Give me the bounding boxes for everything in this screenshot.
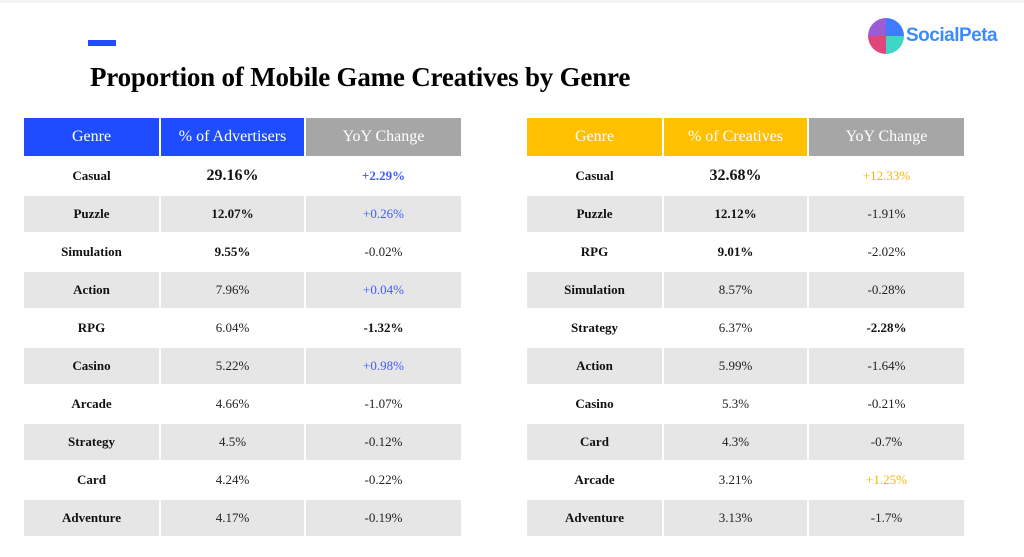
value-cell: 3.21% [718, 472, 753, 487]
table-row: Simulation 9.55% -0.02% [24, 234, 461, 270]
genre-cell: Arcade [71, 396, 112, 411]
header-percent-advertisers: % of Advertisers [161, 118, 304, 156]
top-border [0, 0, 1024, 3]
table-row: Adventure 4.17% -0.19% [24, 500, 461, 536]
header-percent-creatives: % of Creatives [664, 118, 807, 156]
value-cell: 32.68% [709, 167, 762, 184]
table-row: RPG 6.04% -1.32% [24, 310, 461, 346]
header-yoy-change: YoY Change [809, 118, 964, 156]
value-cell: 5.99% [664, 348, 807, 384]
value-cell: 7.96% [161, 272, 304, 308]
logo-icon [868, 18, 904, 54]
genre-cell: Card [527, 424, 662, 460]
advertisers-table: Genre % of Advertisers YoY Change Casual… [22, 116, 463, 538]
table-row: Arcade 4.66% -1.07% [24, 386, 461, 422]
genre-cell: Simulation [527, 272, 662, 308]
genre-cell: Simulation [61, 244, 122, 259]
yoy-cell: +12.33% [862, 168, 911, 183]
header-yoy-change: YoY Change [306, 118, 461, 156]
yoy-cell: -0.19% [306, 500, 461, 536]
yoy-cell: -1.7% [809, 500, 964, 536]
header-genre: Genre [527, 118, 662, 156]
genre-cell: Action [24, 272, 159, 308]
value-cell: 4.66% [215, 396, 250, 411]
value-cell: 6.37% [718, 320, 753, 335]
yoy-cell: -0.12% [306, 424, 461, 460]
value-cell: 4.24% [215, 472, 250, 487]
table-row: Action 7.96% +0.04% [24, 272, 461, 308]
title-accent-bar [88, 40, 116, 46]
yoy-cell: -0.7% [809, 424, 964, 460]
yoy-cell: +2.29% [361, 168, 406, 183]
table-row: Simulation 8.57% -0.28% [527, 272, 964, 308]
table-row: Puzzle 12.07% +0.26% [24, 196, 461, 232]
yoy-cell: +0.04% [306, 272, 461, 308]
value-cell: 4.5% [161, 424, 304, 460]
yoy-cell: +1.25% [866, 472, 907, 487]
value-cell: 9.01% [717, 244, 754, 259]
header-genre: Genre [24, 118, 159, 156]
table-row: Casino 5.22% +0.98% [24, 348, 461, 384]
value-cell: 12.12% [664, 196, 807, 232]
table-row: Action 5.99% -1.64% [527, 348, 964, 384]
genre-cell: RPG [77, 320, 106, 335]
yoy-cell: +0.26% [306, 196, 461, 232]
value-cell: 4.3% [664, 424, 807, 460]
genre-cell: Action [527, 348, 662, 384]
genre-cell: Puzzle [527, 196, 662, 232]
genre-cell: Puzzle [24, 196, 159, 232]
value-cell: 3.13% [664, 500, 807, 536]
yoy-cell: -1.07% [364, 396, 403, 411]
genre-cell: Strategy [571, 320, 618, 335]
genre-cell: Casual [575, 168, 614, 183]
genre-cell: Strategy [24, 424, 159, 460]
genre-cell: Casual [72, 168, 111, 183]
value-cell: 5.3% [721, 396, 750, 411]
yoy-cell: -0.28% [809, 272, 964, 308]
table-row: Adventure 3.13% -1.7% [527, 500, 964, 536]
table-row: Card 4.24% -0.22% [24, 462, 461, 498]
value-cell: 29.16% [206, 167, 259, 184]
yoy-cell: -0.22% [364, 472, 403, 487]
table-row: Casino 5.3% -0.21% [527, 386, 964, 422]
table-row: RPG 9.01% -2.02% [527, 234, 964, 270]
genre-cell: Card [77, 472, 106, 487]
yoy-cell: -1.32% [363, 320, 404, 335]
genre-cell: RPG [580, 244, 609, 259]
table-row: Strategy 4.5% -0.12% [24, 424, 461, 460]
yoy-cell: -2.02% [867, 244, 906, 259]
logo-text: SocialPeta [906, 25, 998, 46]
table-row: Arcade 3.21% +1.25% [527, 462, 964, 498]
yoy-cell: -0.21% [867, 396, 906, 411]
table-row: Casual 29.16% +2.29% [24, 158, 461, 194]
value-cell: 6.04% [215, 320, 250, 335]
yoy-cell: -1.64% [809, 348, 964, 384]
yoy-cell: +0.98% [306, 348, 461, 384]
value-cell: 8.57% [664, 272, 807, 308]
table-row: Puzzle 12.12% -1.91% [527, 196, 964, 232]
value-cell: 5.22% [161, 348, 304, 384]
genre-cell: Casino [575, 396, 614, 411]
page-title: Proportion of Mobile Game Creatives by G… [90, 62, 631, 92]
table-row: Casual 32.68% +12.33% [527, 158, 964, 194]
genre-cell: Arcade [574, 472, 615, 487]
yoy-cell: -1.91% [809, 196, 964, 232]
yoy-cell: -2.28% [866, 320, 907, 335]
yoy-cell: -0.02% [364, 244, 403, 259]
table-row: Strategy 6.37% -2.28% [527, 310, 964, 346]
socialpeta-logo: SocialPeta [868, 18, 998, 54]
value-cell: 9.55% [214, 244, 251, 259]
genre-cell: Adventure [24, 500, 159, 536]
value-cell: 4.17% [161, 500, 304, 536]
value-cell: 12.07% [161, 196, 304, 232]
table-row: Card 4.3% -0.7% [527, 424, 964, 460]
genre-cell: Casino [24, 348, 159, 384]
creatives-table: Genre % of Creatives YoY Change Casual 32… [525, 116, 966, 538]
genre-cell: Adventure [527, 500, 662, 536]
